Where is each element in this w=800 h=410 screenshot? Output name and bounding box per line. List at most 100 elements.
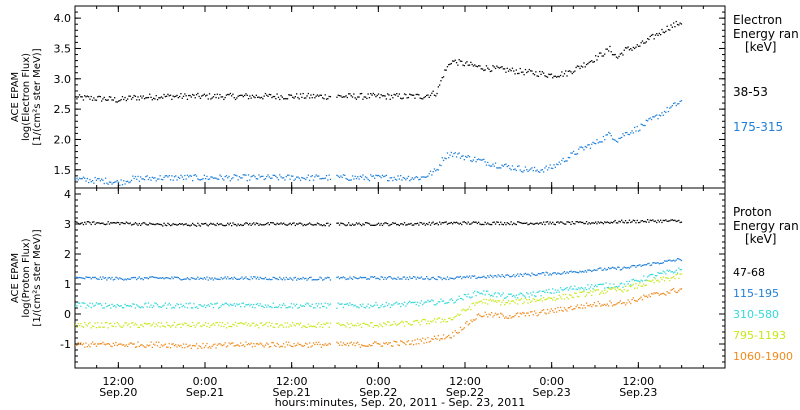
- data-point: [136, 178, 138, 180]
- data-point: [588, 305, 590, 307]
- data-point: [575, 153, 577, 155]
- data-point: [133, 276, 135, 279]
- data-point: [293, 179, 295, 181]
- data-point: [619, 53, 621, 55]
- data-point: [674, 219, 676, 221]
- data-point: [544, 75, 546, 77]
- data-point: [497, 313, 499, 315]
- data-point: [452, 299, 454, 301]
- data-point: [160, 322, 163, 324]
- data-point: [172, 223, 174, 225]
- data-point: [502, 224, 504, 226]
- data-point: [428, 322, 430, 325]
- data-point: [615, 222, 618, 224]
- data-point: [244, 174, 246, 176]
- data-point: [116, 221, 118, 224]
- data-point: [363, 96, 365, 98]
- data-point: [673, 287, 675, 290]
- data-point: [266, 306, 268, 308]
- data-point: [301, 345, 303, 347]
- data-point: [630, 286, 632, 288]
- data-point: [471, 296, 473, 298]
- data-point: [377, 174, 380, 177]
- data-point: [145, 346, 147, 348]
- data-point: [546, 298, 549, 300]
- data-point: [111, 99, 113, 101]
- data-point: [673, 22, 675, 24]
- data-point: [202, 178, 204, 180]
- data-point: [266, 94, 268, 96]
- data-point: [518, 275, 520, 277]
- data-point: [413, 94, 415, 96]
- y-tick-label: 2: [64, 248, 71, 261]
- data-point: [206, 224, 208, 226]
- data-point: [112, 99, 114, 101]
- data-point: [357, 176, 359, 178]
- data-point: [679, 100, 681, 102]
- data-point: [401, 302, 403, 305]
- data-point: [390, 94, 393, 97]
- data-point: [676, 273, 679, 275]
- data-point: [214, 277, 216, 279]
- data-point: [492, 299, 494, 301]
- data-point: [234, 277, 237, 280]
- data-point: [342, 96, 345, 98]
- data-point: [225, 346, 228, 348]
- data-point: [578, 65, 580, 68]
- data-point: [403, 93, 406, 95]
- data-point: [164, 343, 166, 345]
- data-point: [511, 275, 514, 277]
- data-point: [405, 305, 407, 307]
- data-point: [576, 295, 579, 297]
- data-point: [180, 326, 182, 329]
- data-point: [84, 177, 86, 179]
- data-point: [197, 222, 199, 224]
- data-point: [379, 175, 381, 177]
- data-point: [285, 224, 287, 226]
- data-point: [611, 138, 614, 140]
- data-point: [167, 277, 169, 279]
- data-point: [374, 94, 376, 96]
- data-point: [337, 322, 339, 324]
- data-point: [539, 171, 541, 173]
- data-point: [478, 65, 480, 67]
- data-point: [357, 306, 359, 308]
- data-point: [197, 322, 199, 324]
- data-point: [290, 325, 293, 327]
- data-point: [670, 260, 672, 262]
- data-point: [407, 302, 410, 304]
- x-tick-date-label: Sep.21: [273, 386, 311, 399]
- data-point: [595, 221, 597, 223]
- data-point: [345, 224, 347, 227]
- data-point: [436, 338, 438, 340]
- data-point: [428, 173, 430, 175]
- data-point: [466, 296, 468, 298]
- data-point: [344, 277, 346, 279]
- data-point: [149, 93, 151, 95]
- data-point: [543, 171, 545, 173]
- data-point: [557, 289, 559, 291]
- data-point: [376, 175, 378, 177]
- data-point: [397, 175, 399, 177]
- data-point: [414, 177, 416, 179]
- data-point: [440, 298, 442, 300]
- data-point: [264, 344, 267, 346]
- data-point: [130, 342, 133, 344]
- data-point: [232, 93, 234, 95]
- data-point: [212, 279, 215, 281]
- data-point: [554, 75, 556, 77]
- data-point: [363, 178, 365, 181]
- data-point: [111, 276, 113, 279]
- data-point: [280, 323, 282, 326]
- data-point: [554, 308, 556, 310]
- data-point: [147, 345, 150, 347]
- data-point: [565, 272, 567, 275]
- data-point: [368, 180, 371, 182]
- data-point: [197, 92, 199, 95]
- data-point: [409, 300, 411, 302]
- data-point: [453, 335, 455, 337]
- data-point: [237, 304, 239, 306]
- data-point: [401, 223, 403, 225]
- data-point: [584, 270, 586, 272]
- data-point: [614, 304, 616, 306]
